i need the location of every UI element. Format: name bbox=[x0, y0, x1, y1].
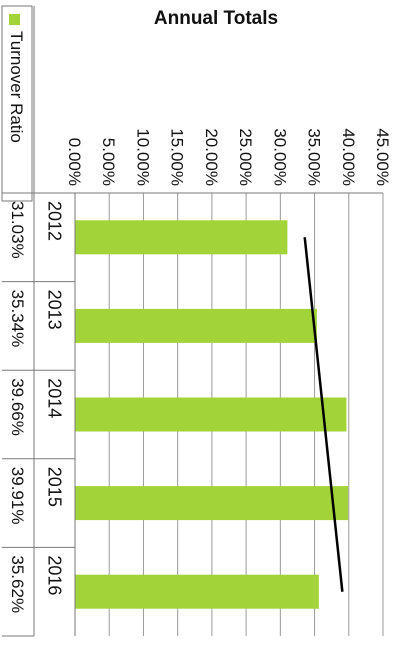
y-tick-label: 35.00% bbox=[305, 128, 324, 186]
y-tick-label: 15.00% bbox=[168, 128, 187, 186]
y-tick-label: 30.00% bbox=[270, 128, 289, 186]
y-tick-label: 25.00% bbox=[236, 128, 255, 186]
bar bbox=[75, 486, 349, 521]
trendline-line bbox=[303, 237, 344, 592]
category-label: 2013 bbox=[45, 290, 65, 330]
data-value-label: 39.66% bbox=[8, 378, 27, 436]
legend-swatch bbox=[9, 14, 20, 25]
bar bbox=[75, 308, 317, 343]
data-table: 2012 31.03% 2013 35.34% 2014 39.66% 2015 39.91%… bbox=[2, 6, 383, 637]
bars bbox=[75, 220, 349, 609]
chart-title: Annual Totals bbox=[154, 8, 278, 29]
legend-cell bbox=[1, 5, 33, 202]
category-label: 2012 bbox=[45, 201, 65, 241]
category-label: 2014 bbox=[45, 378, 65, 418]
bar bbox=[75, 574, 319, 609]
category-label: 2015 bbox=[45, 467, 65, 507]
y-tick-label: 45.00% bbox=[373, 128, 392, 186]
data-value-label: 35.34% bbox=[8, 290, 27, 348]
y-tick-label: 20.00% bbox=[202, 128, 221, 186]
y-tick-label: 10.00% bbox=[133, 128, 152, 186]
bar bbox=[75, 397, 347, 432]
data-value-label: 39.91% bbox=[8, 467, 27, 525]
data-value-label: 31.03% bbox=[8, 201, 27, 259]
trendline bbox=[303, 237, 344, 592]
y-axis-tick-labels: 0.00% 5.00% 10.00% 15.00% 20.00% 25.00% 30.00%… bbox=[65, 128, 392, 186]
legend-label-turnover-ratio: Turnover Ratio bbox=[7, 31, 26, 143]
category-label: 2016 bbox=[45, 555, 65, 595]
y-tick-label: 40.00% bbox=[339, 128, 358, 186]
data-value-label: 35.62% bbox=[8, 555, 27, 613]
y-tick-label: 5.00% bbox=[99, 138, 118, 186]
bar bbox=[75, 220, 288, 255]
y-tick-label: 0.00% bbox=[65, 138, 84, 186]
